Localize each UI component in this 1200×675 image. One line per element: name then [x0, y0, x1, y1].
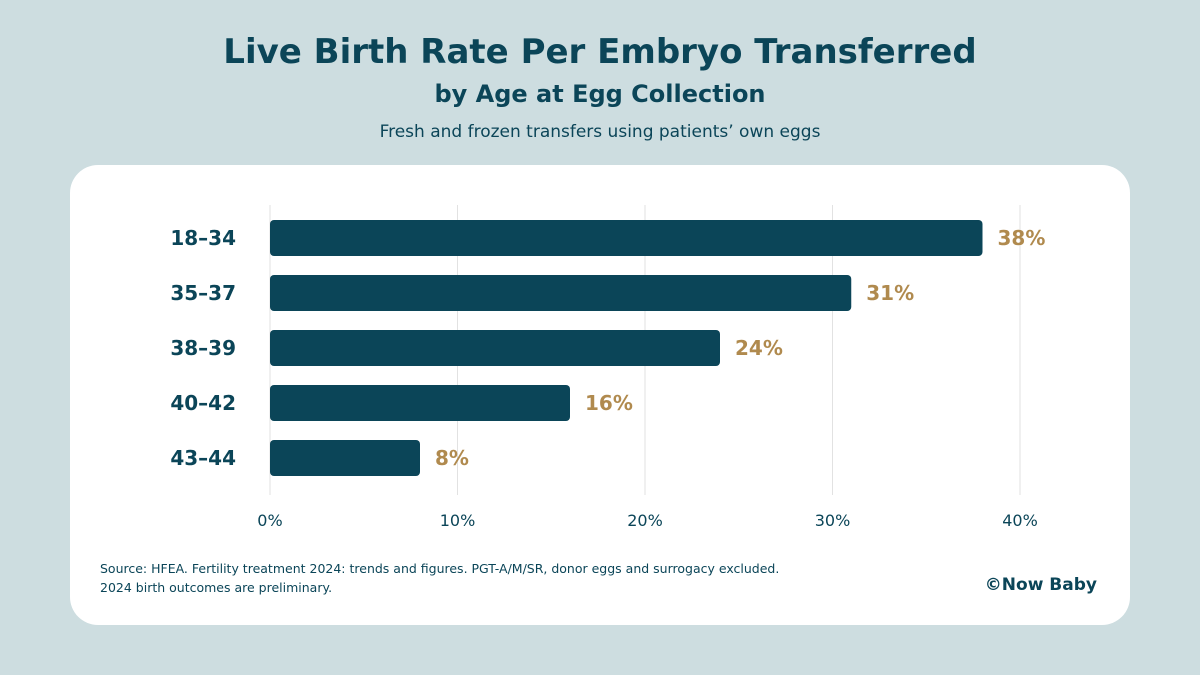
- bar: [270, 275, 852, 311]
- x-tick-label: 10%: [440, 511, 476, 530]
- category-label: 43–44: [170, 446, 236, 470]
- value-label: 8%: [435, 446, 469, 470]
- category-label: 40–42: [170, 391, 236, 415]
- x-tick-label: 0%: [257, 511, 282, 530]
- chart-description: Fresh and frozen transfers using patient…: [379, 122, 821, 142]
- bar: [270, 385, 570, 421]
- bar: [270, 440, 420, 476]
- x-tick-label: 40%: [1002, 511, 1038, 530]
- x-tick-label: 20%: [627, 511, 663, 530]
- chart-subtitle: by Age at Egg Collection: [434, 80, 766, 108]
- bar: [270, 330, 720, 366]
- category-label: 38–39: [170, 336, 236, 360]
- bar-chart: 0% 10% 20% 30% 40% 18–34 38% 35–37 31% 38–39 24% 40…: [170, 205, 1046, 530]
- value-label: 38%: [998, 226, 1046, 250]
- category-label: 18–34: [170, 226, 236, 250]
- bar: [270, 220, 983, 256]
- chart-title: Live Birth Rate Per Embryo Transferred: [223, 32, 977, 72]
- source-note: Source: HFEA. Fertility treatment 2024: …: [100, 559, 860, 597]
- value-label: 16%: [585, 391, 633, 415]
- x-tick-label: 30%: [815, 511, 851, 530]
- value-label: 24%: [735, 336, 783, 360]
- value-label: 31%: [866, 281, 914, 305]
- category-label: 35–37: [170, 281, 236, 305]
- source-line-2: 2024 birth outcomes are preliminary.: [100, 580, 333, 595]
- source-line-1: Source: HFEA. Fertility treatment 2024: …: [100, 561, 780, 576]
- brand-mark[interactable]: ©Now Baby: [984, 575, 1097, 595]
- chart-card: 0% 10% 20% 30% 40% 18–34 38% 35–37 31% 38–39 24% 40…: [70, 165, 1130, 625]
